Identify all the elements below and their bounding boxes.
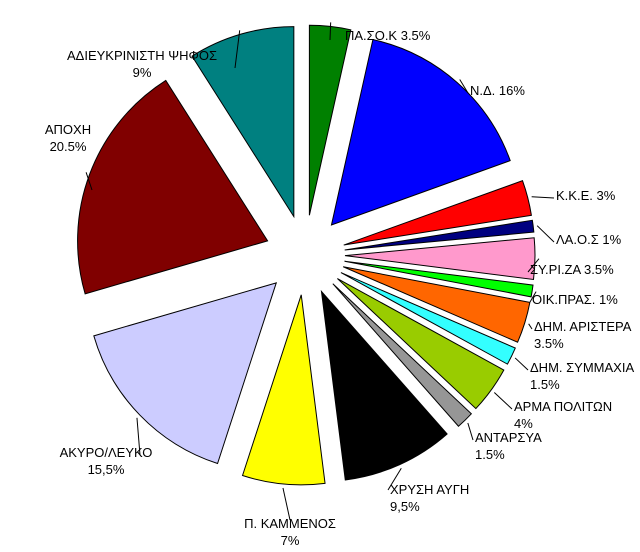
pie-slice [343,180,532,246]
pie-slice [344,219,535,251]
slice-label-name: ΑΚΥΡΟ/ΛΕΥΚΟ [60,445,153,460]
pie-slice [191,26,295,219]
leader-line [514,357,529,371]
leader-line [136,417,141,456]
leader-line [531,196,555,199]
slice-label: ΠΑ.ΣΟ.Κ 3.5% [345,28,431,43]
slice-label: ΑΡΜΑ ΠΟΛΙΤΩΝ 4% [514,399,612,431]
pie-slice [340,272,516,365]
slice-label: ΛΑ.Ο.Σ 1% [556,232,622,247]
leader-line [528,323,533,330]
leader-line [527,258,540,273]
leader-line [536,225,555,243]
slice-label: ΣΥ.ΡΙ.ΖΑ 3.5% [530,262,614,277]
slice-label-name: ΑΝΤΑΡΣΥΑ [475,430,542,445]
slice-label: ΑΠΟΧΗ 20.5% [45,122,91,154]
leader-lines [85,22,555,521]
slice-labels: ΠΑ.ΣΟ.Κ 3.5% Ν.Δ. 16% Κ.Κ.Ε. 3% ΛΑ.Ο.Σ 1% ΣΥ… [45,28,635,548]
pie-slice [241,294,326,486]
pie-slice [332,283,473,427]
pie-slice [77,79,269,295]
leader-line [85,172,93,191]
slice-label: Π. ΚΑΜΜΕΝΟΣ 7% [244,516,336,548]
leader-line [467,422,474,441]
slice-label-value: 4% [514,416,533,431]
leader-line [493,392,513,410]
slice-label-value: 9% [133,65,152,80]
leader-line [387,468,402,491]
slice-label-value: 9,5% [390,499,420,514]
slice-label: ΔΗΜ. ΑΡΙΣΤΕΡΑ 3.5% [534,319,632,351]
slice-label-value: 3.5% [534,336,564,351]
leader-line [282,487,291,521]
slice-label-name: ΑΠΟΧΗ [45,122,91,137]
slice-label-value: 1.5% [475,447,505,462]
leader-line [234,30,241,69]
pie-slice [320,289,448,481]
pie-slice [344,260,534,298]
slice-label: ΑΔΙΕΥΚΡΙΝΙΣΤΗ ΨΗΦΟΣ 9% [67,48,217,80]
leader-line [329,22,332,41]
slice-label-value: 7% [281,533,300,548]
slice-label: ΑΝΤΑΡΣΥΑ 1.5% [475,430,542,462]
slice-label: ΧΡΥΣΗ ΑΥΓΗ 9,5% [390,482,469,514]
slice-label-name: Π. ΚΑΜΜΕΝΟΣ [244,516,336,531]
slice-label-name: ΑΔΙΕΥΚΡΙΝΙΣΤΗ ΨΗΦΟΣ [67,48,217,63]
leader-line [529,291,537,303]
pie-slice [344,237,536,281]
slice-label: ΔΗΜ. ΣΥΜΜΑΧΙΑ 1.5% [530,360,634,392]
slice-label: Ν.Δ. 16% [470,83,525,98]
slice-label: Κ.Κ.Ε. 3% [556,188,616,203]
pie-slice [93,282,278,465]
slice-label-value: 15,5% [88,462,125,477]
pie-slices [77,24,536,486]
pie-slice [337,278,505,410]
slice-label-name: ΧΡΥΣΗ ΑΥΓΗ [390,482,469,497]
slice-label: ΑΚΥΡΟ/ΛΕΥΚΟ 15,5% [60,445,153,477]
slice-label-value: 1.5% [530,377,560,392]
slice-label-value: 20.5% [50,139,87,154]
slice-label-name: ΔΗΜ. ΑΡΙΣΤΕΡΑ [534,319,632,334]
leader-line [459,79,469,94]
slice-label: ΟΙΚ.ΠΡΑΣ. 1% [532,292,618,307]
slice-label-name: ΑΡΜΑ ΠΟΛΙΤΩΝ [514,399,612,414]
pie-slice [343,266,531,343]
slice-label-name: ΔΗΜ. ΣΥΜΜΑΧΙΑ [530,360,634,375]
pie-slice [330,38,511,226]
